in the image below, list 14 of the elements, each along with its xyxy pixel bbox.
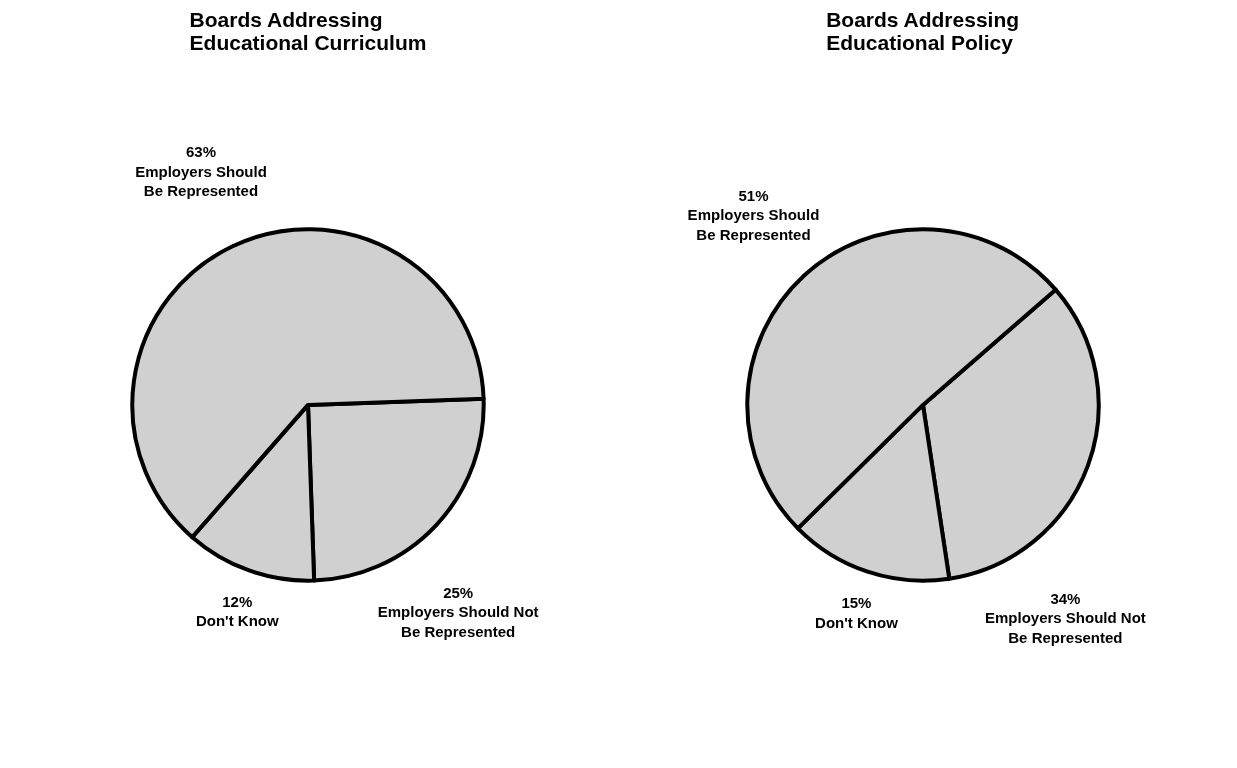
slice-label: Don't Know (815, 613, 899, 631)
slice-label: Don't Know (195, 612, 279, 630)
data-label: 25% (443, 583, 474, 601)
data-label: 12% (222, 592, 253, 610)
data-label: 34% (1050, 589, 1081, 607)
data-label: 15% (841, 594, 872, 612)
chart-title: Boards Addressing Educational Curriculum (189, 7, 427, 54)
data-label: 51% (738, 186, 769, 204)
data-label: 63% (185, 143, 216, 160)
slice-label: Employers Should Be Represented (687, 206, 820, 244)
slice-label: Employers Should Be Represented (135, 162, 267, 200)
slice-label: Employers Should Not Be Represented (377, 603, 539, 640)
slice-label: Employers Should Not Be Represented (984, 609, 1146, 646)
chart-title: Boards Addressing Educational Policy (826, 7, 1020, 54)
